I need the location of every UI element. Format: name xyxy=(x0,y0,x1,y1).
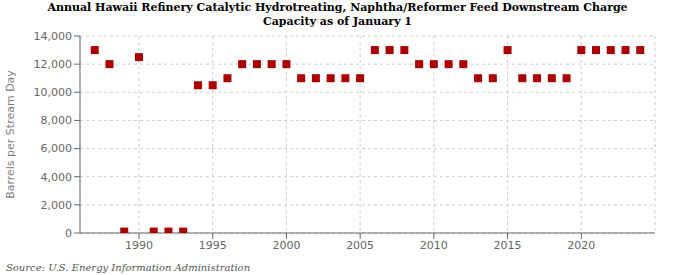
svg-text:1990: 1990 xyxy=(125,239,153,252)
svg-text:1995: 1995 xyxy=(199,239,227,252)
svg-text:2005: 2005 xyxy=(346,239,374,252)
svg-text:10,000: 10,000 xyxy=(34,86,73,99)
html-text:Capacity as of January 1: Capacity as of January 1 xyxy=(263,15,412,28)
svg-text:6,000: 6,000 xyxy=(41,142,73,155)
svg-text:Barrels per Stream Day: Barrels per Stream Day xyxy=(8,70,17,199)
svg-text:4,000: 4,000 xyxy=(41,171,73,184)
svg-text:14,000: 14,000 xyxy=(34,30,73,43)
svg-text:2015: 2015 xyxy=(494,239,522,252)
svg-text:2010: 2010 xyxy=(420,239,448,252)
svg-text:2020: 2020 xyxy=(567,239,595,252)
html-text:Source: U.S. Energy Informatio: Source: U.S. Energy Information Administ… xyxy=(6,262,251,273)
svg-text:12,000: 12,000 xyxy=(34,58,73,71)
html-text:Annual Hawaii Refinery Catalyt: Annual Hawaii Refinery Catalytic Hydrotr… xyxy=(47,1,628,14)
svg-text:8,000: 8,000 xyxy=(41,114,73,127)
svg-text:2,000: 2,000 xyxy=(41,199,73,212)
svg-text:0: 0 xyxy=(65,227,72,240)
svg-text:2000: 2000 xyxy=(272,239,300,252)
